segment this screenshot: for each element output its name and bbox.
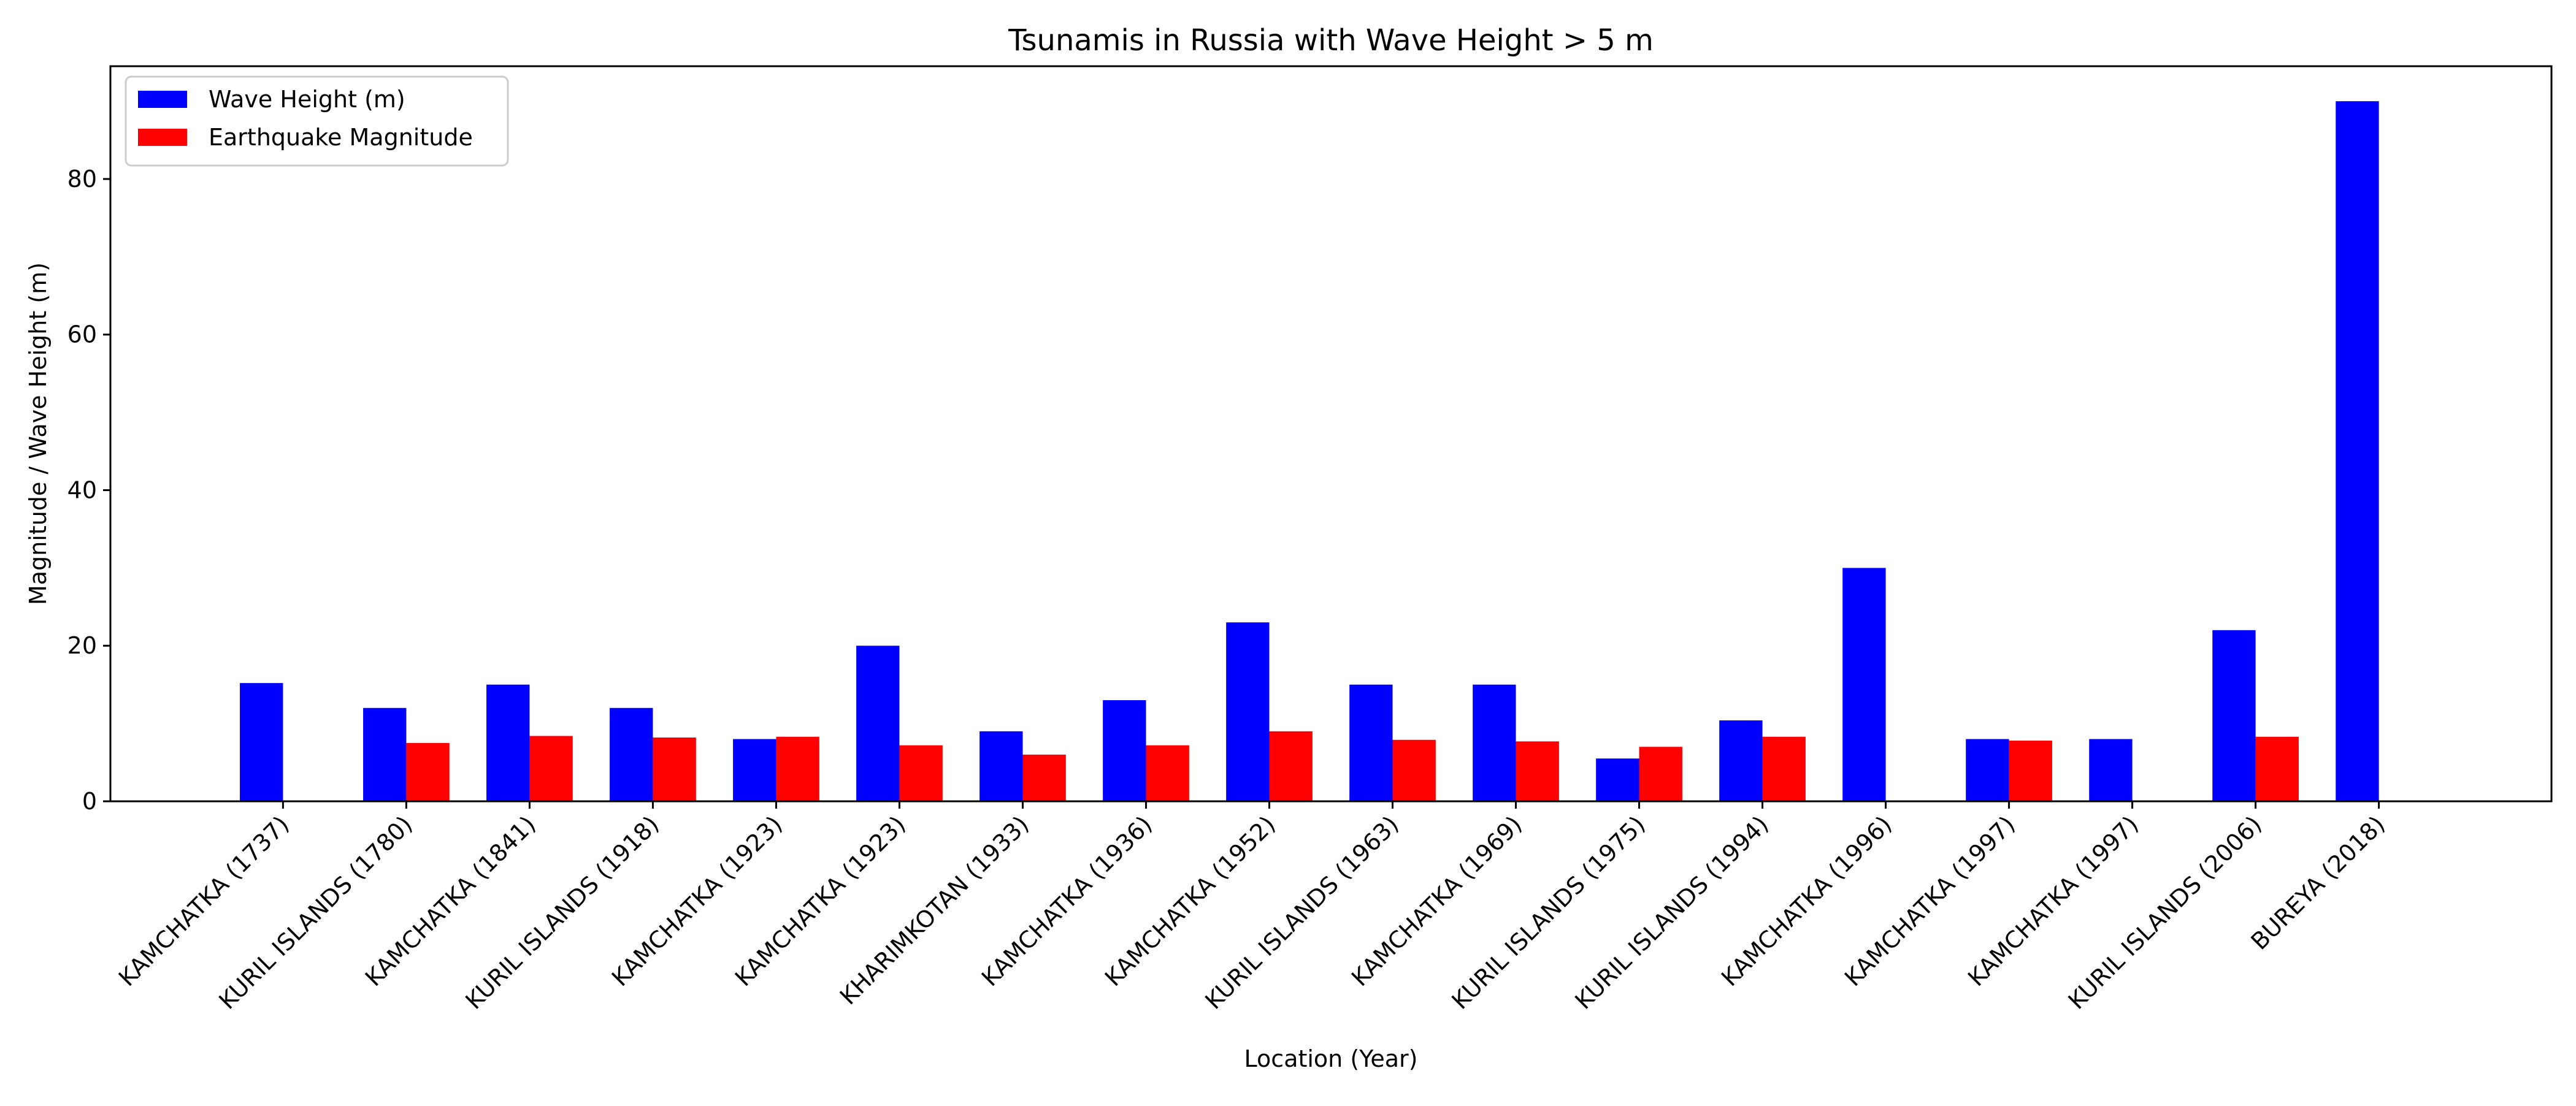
- wave-height-bar: [1226, 622, 1270, 801]
- wave-height-bar: [1842, 568, 1886, 801]
- wave-height-bar: [1966, 739, 2009, 801]
- earthquake-magnitude-bar: [1022, 754, 1066, 801]
- wave-height-bar: [2336, 101, 2379, 802]
- wave-height-bar: [610, 707, 653, 801]
- earthquake-magnitude-bar: [1392, 739, 1436, 801]
- legend-swatch-earthquake-magnitude: [138, 129, 187, 146]
- earthquake-magnitude-bar: [1762, 736, 1806, 801]
- legend-label: Earthquake Magnitude: [209, 124, 473, 151]
- y-tick-label: 40: [67, 476, 97, 503]
- wave-height-bar: [2212, 630, 2256, 801]
- plot-frame: [109, 65, 2553, 803]
- legend-box: [125, 75, 509, 167]
- wave-height-bar: [240, 683, 283, 801]
- legend: Wave Height (m) Earthquake Magnitude: [125, 75, 509, 167]
- earthquake-magnitude-bar: [1516, 741, 1559, 801]
- earthquake-magnitude-bar: [2255, 736, 2299, 801]
- wave-height-bar: [363, 707, 407, 801]
- x-tick-label: BUREYA (2018): [2245, 810, 2390, 955]
- wave-height-bar: [856, 646, 900, 801]
- y-axis-label: Magnitude / Wave Height (m): [25, 262, 52, 605]
- earthquake-magnitude-bar: [529, 736, 573, 801]
- chart-title: Tsunamis in Russia with Wave Height > 5 …: [1008, 23, 1654, 58]
- wave-height-bar: [1719, 720, 1763, 801]
- earthquake-magnitude-bar: [776, 736, 819, 801]
- earthquake-magnitude-bar: [2009, 741, 2052, 801]
- y-tick-label: 60: [67, 321, 97, 348]
- y-tick-label: 0: [82, 788, 97, 815]
- wave-height-bar: [1103, 700, 1146, 801]
- earthquake-magnitude-bar: [1269, 731, 1313, 801]
- wave-height-bar: [1349, 684, 1393, 801]
- wave-height-bar: [486, 684, 530, 801]
- earthquake-magnitude-bar: [1639, 747, 1682, 801]
- x-axis-label: Location (Year): [1244, 1045, 1418, 1072]
- earthquake-magnitude-bar: [899, 745, 943, 801]
- wave-height-bar: [979, 731, 1023, 801]
- y-tick-label: 80: [67, 166, 97, 193]
- bars-group: [240, 101, 2379, 802]
- legend-label: Wave Height (m): [209, 86, 405, 113]
- wave-height-bar: [1473, 684, 1516, 801]
- earthquake-magnitude-bar: [406, 742, 450, 801]
- wave-height-bar: [1596, 758, 1639, 801]
- legend-swatch-wave-height: [138, 91, 187, 108]
- earthquake-magnitude-bar: [1146, 745, 1189, 801]
- y-tick-label: 20: [67, 632, 97, 659]
- earthquake-magnitude-bar: [653, 737, 696, 801]
- wave-height-bar: [733, 739, 776, 801]
- wave-height-bar: [2089, 739, 2133, 801]
